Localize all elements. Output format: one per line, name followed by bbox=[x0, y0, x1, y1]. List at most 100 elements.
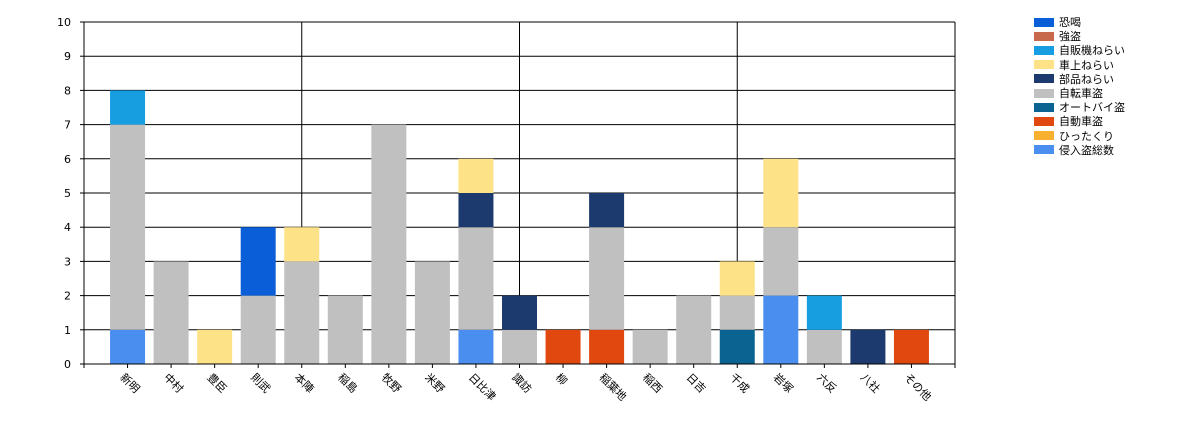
bar-segment bbox=[806, 329, 842, 364]
legend: 恐喝 強盗 自販機ねらい 車上ねらい 部品ねらい 自転車盗 オートバイ盗 自動車盗 ひったくり侵… bbox=[1034, 15, 1125, 157]
y-tick-label: 4 bbox=[64, 221, 71, 234]
x-tick-label: 則武 bbox=[248, 371, 273, 396]
x-tick-label: 稲島 bbox=[335, 370, 360, 395]
y-tick-label: 0 bbox=[64, 358, 71, 371]
bar-segment bbox=[763, 227, 799, 296]
bars-layer bbox=[110, 90, 929, 364]
x-tick-label: 稲葉地 bbox=[596, 370, 629, 403]
x-tick-label: 諏訪 bbox=[509, 370, 534, 395]
y-tick-label: 2 bbox=[64, 290, 71, 303]
legend-item: 自動車盗 bbox=[1034, 114, 1125, 128]
bar-segment bbox=[371, 124, 407, 364]
bar-segment bbox=[458, 193, 494, 228]
bar-segment bbox=[458, 329, 494, 364]
legend-swatch bbox=[1034, 60, 1054, 70]
x-tick-label: 柳 bbox=[553, 370, 571, 388]
legend-swatch bbox=[1034, 31, 1054, 41]
bar-segment bbox=[676, 295, 712, 364]
bar-segment bbox=[284, 227, 320, 262]
bar-segment bbox=[284, 261, 320, 364]
legend-item: 自転車盗 bbox=[1034, 86, 1125, 100]
y-tick-label: 3 bbox=[64, 255, 71, 268]
bar-segment bbox=[719, 295, 755, 330]
legend-swatch bbox=[1034, 102, 1054, 112]
bar-segment bbox=[893, 329, 929, 364]
x-tick-label: その他 bbox=[901, 371, 934, 404]
x-tick-label: 六反 bbox=[814, 371, 839, 396]
legend-item: 恐喝 bbox=[1034, 15, 1125, 29]
legend-label: 自動車盗 bbox=[1059, 115, 1103, 129]
legend-item: ひったくり bbox=[1034, 129, 1125, 143]
legend-item: 部品ねらい bbox=[1034, 72, 1125, 86]
bar-segment bbox=[327, 295, 363, 364]
bar-segment bbox=[632, 329, 668, 364]
bar-segment bbox=[719, 261, 755, 296]
x-tick-label: 日吉 bbox=[684, 371, 709, 396]
axis-layer bbox=[80, 21, 956, 368]
bar-segment bbox=[763, 158, 799, 228]
bar-segment bbox=[502, 295, 537, 330]
bar-segment bbox=[458, 227, 494, 330]
y-tick-label: 5 bbox=[64, 187, 71, 200]
legend-swatch bbox=[1034, 116, 1054, 126]
bar-segment bbox=[763, 295, 799, 364]
y-tick-label: 10 bbox=[57, 16, 71, 29]
legend-label: 車上ねらい bbox=[1059, 58, 1114, 72]
x-tick-label: 千成 bbox=[727, 371, 752, 396]
legend-item: オートバイ盗 bbox=[1034, 100, 1125, 114]
bar-segment bbox=[589, 329, 625, 364]
legend-label: ひったくり bbox=[1059, 129, 1114, 143]
legend-swatch bbox=[1034, 88, 1054, 98]
legend-label: 自転車盗 bbox=[1059, 87, 1103, 101]
bar-segment bbox=[719, 329, 755, 364]
legend-label: 侵入盗総数 bbox=[1059, 143, 1114, 157]
y-tick-label: 6 bbox=[64, 153, 71, 166]
bar-segment bbox=[589, 227, 625, 330]
bar-segment bbox=[153, 261, 189, 364]
y-tick-label: 7 bbox=[64, 119, 71, 132]
x-tick-label: 稲西 bbox=[640, 371, 665, 396]
bar-segment bbox=[414, 261, 450, 364]
x-tick-label: 米野 bbox=[422, 371, 447, 396]
legend-label: 部品ねらい bbox=[1059, 72, 1114, 86]
bar-segment bbox=[197, 329, 233, 364]
legend-swatch bbox=[1034, 131, 1054, 141]
legend-item: 車上ねらい bbox=[1034, 58, 1125, 72]
bar-segment bbox=[545, 329, 581, 364]
legend-item: 侵入盗総数 bbox=[1034, 143, 1125, 157]
legend-swatch bbox=[1034, 17, 1054, 27]
legend-item: 自販機ねらい bbox=[1034, 43, 1125, 57]
grid-layer bbox=[84, 21, 956, 364]
legend-item: 強盗 bbox=[1034, 29, 1125, 43]
legend-label: 自販機ねらい bbox=[1059, 44, 1125, 58]
bar-segment bbox=[240, 227, 276, 296]
legend-label: 恐喝 bbox=[1059, 16, 1081, 30]
y-tick-label: 9 bbox=[64, 50, 71, 63]
legend-label: 強盗 bbox=[1059, 30, 1081, 44]
y-tick-labels: 0 1 2 3 4 5 6 7 8 9 10 bbox=[57, 16, 71, 371]
x-tick-label: 牧野 bbox=[379, 370, 404, 395]
bar-segment bbox=[502, 329, 537, 364]
legend-swatch bbox=[1034, 145, 1054, 155]
legend-label: オートバイ盗 bbox=[1059, 101, 1125, 115]
bar-segment bbox=[458, 158, 494, 193]
bar-segment bbox=[806, 295, 842, 330]
x-tick-label: 豊臣 bbox=[205, 371, 230, 396]
bar-segment bbox=[589, 193, 625, 228]
bar-segment bbox=[110, 124, 146, 330]
legend-swatch bbox=[1034, 45, 1054, 55]
x-tick-label: 日比津 bbox=[466, 371, 499, 404]
x-tick-label: 八社 bbox=[858, 370, 883, 395]
y-tick-label: 8 bbox=[64, 84, 71, 97]
x-tick-label: 本陣 bbox=[292, 370, 317, 395]
bar-segment bbox=[110, 90, 146, 125]
bar-segment bbox=[850, 329, 886, 364]
bar-segment bbox=[110, 329, 146, 364]
x-tick-labels: 新明 中村 豊臣 則武 本陣 稲島 牧野 米野 日比津 諏訪 柳 稲葉地 稲西 日吉 千成 岩塚 六反 八社 その他 bbox=[117, 370, 933, 403]
x-tick-label: 中村 bbox=[161, 370, 186, 395]
y-tick-label: 1 bbox=[64, 324, 71, 337]
x-tick-label: 岩塚 bbox=[771, 370, 796, 395]
x-tick-label: 新明 bbox=[117, 370, 142, 395]
